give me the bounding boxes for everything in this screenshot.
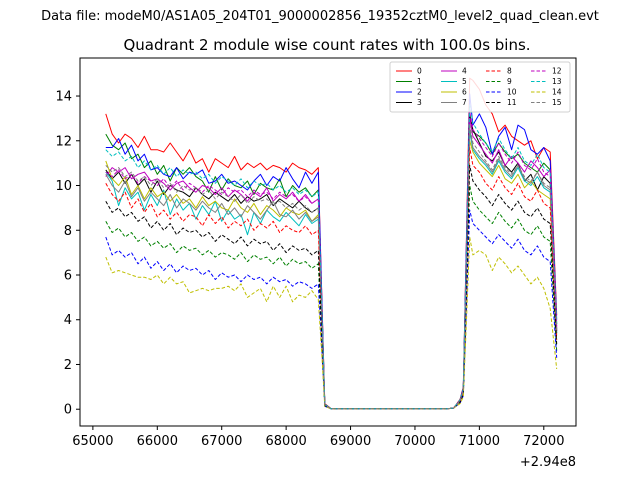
legend-label-0: 0 xyxy=(417,67,422,76)
y-tick-label: 6 xyxy=(64,268,72,283)
axis-ticks: 65000 66000 67000 68000 69000 70000 71000 72000… xyxy=(55,90,564,449)
series-line-13 xyxy=(105,104,558,410)
y-tick-label: 14 xyxy=(55,90,72,105)
x-tick-label: 66000 xyxy=(137,434,178,449)
x-tick-label: 71000 xyxy=(459,434,500,449)
y-tick-label: 4 xyxy=(64,313,72,328)
x-tick-label: 67000 xyxy=(201,434,242,449)
legend-label-4: 4 xyxy=(462,67,467,76)
legend-label-9: 9 xyxy=(507,77,512,86)
legend-label-1: 1 xyxy=(417,77,422,86)
legend-label-8: 8 xyxy=(507,67,512,76)
data-file-label: Data file: modeM0/AS1A05_204T01_90000028… xyxy=(41,9,599,24)
y-tick-label: 12 xyxy=(55,134,72,149)
legend-label-7: 7 xyxy=(462,98,467,107)
axes-frame xyxy=(79,57,577,427)
plot-area xyxy=(105,77,558,410)
series-line-8 xyxy=(105,147,558,410)
legend-label-14: 14 xyxy=(552,88,562,97)
legend-label-15: 15 xyxy=(552,98,562,107)
x-tick-label: 70000 xyxy=(394,434,435,449)
x-tick-label: 72000 xyxy=(523,434,564,449)
chart-title: Quadrant 2 module wise count rates with … xyxy=(123,36,530,54)
legend-label-12: 12 xyxy=(552,67,562,76)
y-tick-label: 8 xyxy=(64,224,72,239)
legend-label-3: 3 xyxy=(417,98,422,107)
legend-label-2: 2 xyxy=(417,88,422,97)
legend-label-5: 5 xyxy=(462,77,467,86)
legend-label-11: 11 xyxy=(507,98,517,107)
y-tick-label: 0 xyxy=(64,403,72,418)
y-tick-label: 10 xyxy=(55,179,72,194)
series-line-15 xyxy=(105,124,558,410)
legend-label-13: 13 xyxy=(552,77,562,86)
legend-frame xyxy=(389,61,571,113)
y-tick-label: 2 xyxy=(64,358,72,373)
x-tick-label: 68000 xyxy=(265,434,306,449)
legend-label-6: 6 xyxy=(462,88,467,97)
x-tick-label: 65000 xyxy=(72,434,113,449)
x-tick-label: 69000 xyxy=(330,434,371,449)
legend-label-10: 10 xyxy=(507,88,517,97)
x-axis-offset-label: +2.94e8 xyxy=(520,455,576,470)
